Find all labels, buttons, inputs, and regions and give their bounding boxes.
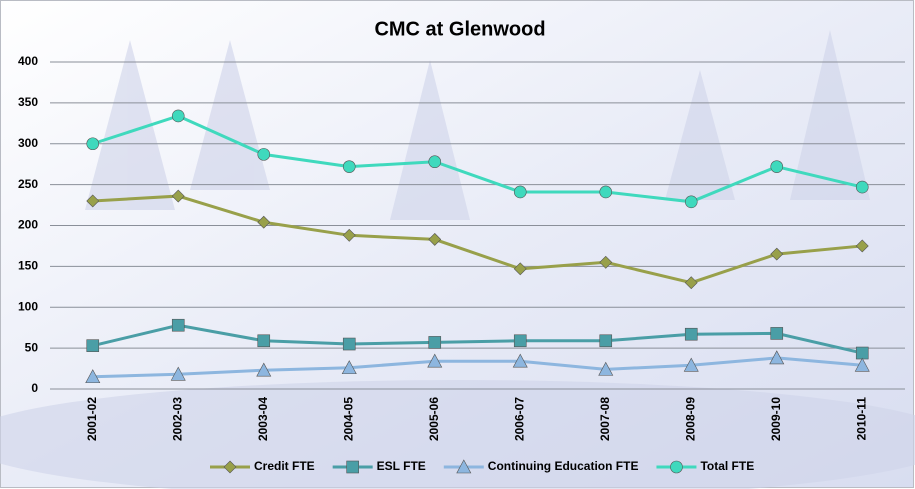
marker (600, 186, 612, 198)
marker (685, 196, 697, 208)
legend-label: Continuing Education FTE (488, 459, 639, 473)
x-tick-label: 2004-05 (341, 397, 355, 441)
y-tick-label: 150 (18, 259, 38, 273)
y-tick-label: 350 (18, 95, 38, 109)
y-tick-label: 400 (18, 54, 38, 68)
marker (347, 461, 359, 473)
marker (771, 161, 783, 173)
y-tick-label: 50 (25, 340, 39, 354)
marker (514, 186, 526, 198)
y-tick-label: 0 (31, 381, 38, 395)
marker (685, 328, 697, 340)
x-tick-label: 2010-11 (854, 397, 868, 441)
x-tick-label: 2002-03 (170, 397, 184, 441)
marker (258, 335, 270, 347)
y-tick-label: 200 (18, 218, 38, 232)
x-tick-label: 2008-09 (683, 397, 697, 441)
x-tick-label: 2009-10 (769, 397, 783, 441)
marker (856, 347, 868, 359)
x-tick-label: 2006-07 (512, 397, 526, 441)
marker (343, 338, 355, 350)
y-tick-label: 250 (18, 177, 38, 191)
marker (771, 327, 783, 339)
x-tick-label: 2003-04 (256, 397, 270, 441)
legend-label: ESL FTE (377, 459, 426, 473)
chart-title: CMC at Glenwood (374, 18, 545, 40)
marker (343, 161, 355, 173)
marker (172, 110, 184, 122)
marker (87, 340, 99, 352)
legend-label: Credit FTE (254, 459, 315, 473)
x-tick-label: 2007-08 (598, 397, 612, 441)
x-tick-label: 2005-06 (427, 397, 441, 441)
x-tick-label: 2001-02 (85, 397, 99, 441)
marker (600, 335, 612, 347)
chart: CMC at Glenwood Credit FTE ESL FTE Continu… (0, 0, 915, 489)
marker (429, 336, 441, 348)
legend-label: Total FTE (700, 459, 754, 473)
marker (670, 461, 682, 473)
marker (514, 335, 526, 347)
marker (172, 319, 184, 331)
marker (429, 156, 441, 168)
y-tick-label: 100 (18, 299, 38, 313)
marker (856, 181, 868, 193)
y-tick-label: 300 (18, 136, 38, 150)
marker (87, 138, 99, 150)
marker (258, 148, 270, 160)
